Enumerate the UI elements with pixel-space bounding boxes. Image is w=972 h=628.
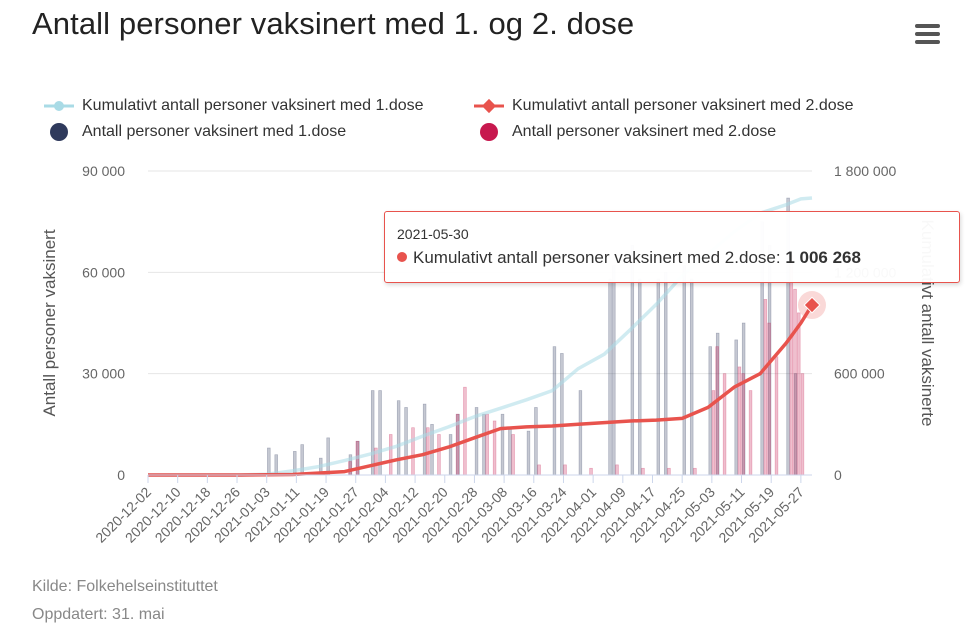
daily-bar — [715, 346, 719, 476]
daily-bar — [638, 278, 642, 476]
tooltip-line: Kumulativt antall personer vaksinert med… — [397, 248, 861, 268]
chart-title: Antall personer vaksinert med 1. og 2. d… — [32, 6, 635, 41]
y-right-tick-label: 0 — [834, 467, 842, 483]
legend-label: Kumulativt antall personer vaksinert med… — [82, 97, 424, 114]
y-left-tick-label: 90 000 — [82, 163, 125, 179]
chart-tooltip: 2021-05-30 Kumulativt antall personer va… — [384, 211, 960, 283]
daily-bar — [800, 373, 805, 476]
legend-label: Antall personer vaksinert med 1.dose — [82, 123, 347, 140]
daily-bar — [560, 353, 564, 476]
hover-point-marker — [803, 296, 821, 314]
daily-bar — [641, 467, 645, 476]
y-left-tick-label: 60 000 — [82, 264, 125, 280]
daily-bar — [370, 390, 375, 476]
legend-item-cum-dose1[interactable]: Kumulativt antall personer vaksinert med… — [42, 95, 424, 117]
daily-bar — [348, 461, 352, 476]
daily-bar — [664, 272, 668, 476]
daily-bar — [667, 467, 671, 476]
y-right-tick-label: 600 000 — [834, 366, 885, 382]
y-left-tick-label: 30 000 — [82, 366, 125, 382]
y-left-axis-title: Antall personer vaksinert — [40, 229, 59, 416]
daily-bar — [689, 278, 694, 476]
tooltip-date: 2021-05-30 — [397, 226, 469, 242]
cumulative-dose2-line — [148, 304, 814, 477]
y-left-tick-label: 0 — [117, 467, 125, 483]
daily-bar — [767, 322, 771, 476]
daily-bar — [485, 413, 489, 476]
daily-bar — [741, 373, 745, 476]
daily-bar — [797, 312, 801, 476]
daily-bar — [774, 356, 779, 476]
daily-bar — [396, 400, 401, 476]
tooltip-label: Kumulativt antall personer vaksinert med… — [413, 248, 786, 267]
daily-bar — [563, 464, 567, 476]
daily-bar — [463, 386, 467, 476]
daily-bar — [793, 288, 797, 476]
daily-bar — [722, 373, 727, 476]
tooltip-dot-icon — [397, 252, 407, 262]
legend-label: Kumulativt antall personer vaksinert med… — [512, 97, 854, 114]
daily-bar — [552, 346, 557, 476]
daily-bar — [708, 346, 712, 476]
legend-item-daily-dose2[interactable]: Antall personer vaksinert med 2.dose — [472, 121, 776, 143]
daily-bar — [511, 434, 515, 476]
daily-bar — [693, 467, 697, 476]
daily-bar — [508, 427, 512, 476]
daily-bar — [612, 265, 616, 476]
daily-bar — [411, 427, 415, 476]
daily-bar — [789, 255, 794, 476]
daily-bar — [615, 464, 619, 476]
menu-bar — [915, 32, 940, 36]
legend-line-icon — [474, 98, 504, 114]
daily-bar — [763, 299, 768, 476]
legend-label: Antall personer vaksinert med 2.dose — [512, 123, 777, 140]
y-right-tick-label: 1 800 000 — [834, 163, 896, 179]
daily-bar — [656, 278, 661, 476]
daily-bar — [448, 434, 453, 476]
daily-bar — [748, 390, 753, 476]
daily-bar — [482, 413, 486, 476]
daily-bar — [326, 437, 330, 476]
daily-bar — [682, 265, 686, 476]
legend-item-cum-dose2[interactable]: Kumulativt antall personer vaksinert med… — [472, 95, 854, 117]
daily-bar — [608, 278, 612, 476]
menu-bar — [915, 40, 940, 44]
daily-bar — [537, 464, 541, 476]
daily-bar — [734, 339, 738, 476]
daily-bar — [422, 403, 427, 476]
source-credit: Kilde: Folkehelseinstituttet — [32, 578, 218, 595]
menu-bar — [915, 24, 940, 28]
daily-bar — [437, 434, 441, 476]
legend-dot-icon — [50, 123, 68, 141]
legend-dot-icon — [480, 123, 498, 141]
daily-bar — [267, 447, 271, 476]
daily-bar — [534, 407, 538, 476]
daily-bar — [500, 413, 505, 476]
daily-bar — [526, 430, 531, 476]
updated-note: Oppdatert: 31. mai — [32, 606, 165, 623]
legend-line-icon — [44, 101, 74, 111]
hamburger-menu-icon[interactable] — [910, 20, 944, 48]
daily-bar — [578, 390, 583, 476]
tooltip-value: 1 006 268 — [785, 248, 861, 267]
daily-bar — [389, 434, 393, 476]
legend-item-daily-dose1[interactable]: Antall personer vaksinert med 1.dose — [42, 121, 346, 143]
daily-bar — [589, 467, 593, 476]
